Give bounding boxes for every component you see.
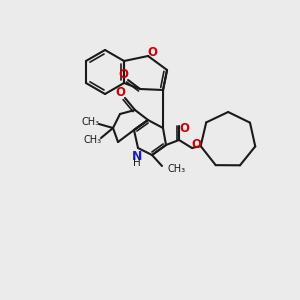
Text: O: O <box>118 68 128 82</box>
Text: CH₃: CH₃ <box>167 164 185 174</box>
Text: H: H <box>133 158 141 168</box>
Text: O: O <box>191 137 201 151</box>
Text: O: O <box>147 46 157 59</box>
Text: N: N <box>132 149 142 163</box>
Text: CH₃: CH₃ <box>84 135 102 145</box>
Text: O: O <box>179 122 189 134</box>
Text: CH₃: CH₃ <box>82 117 100 127</box>
Text: O: O <box>115 85 125 98</box>
